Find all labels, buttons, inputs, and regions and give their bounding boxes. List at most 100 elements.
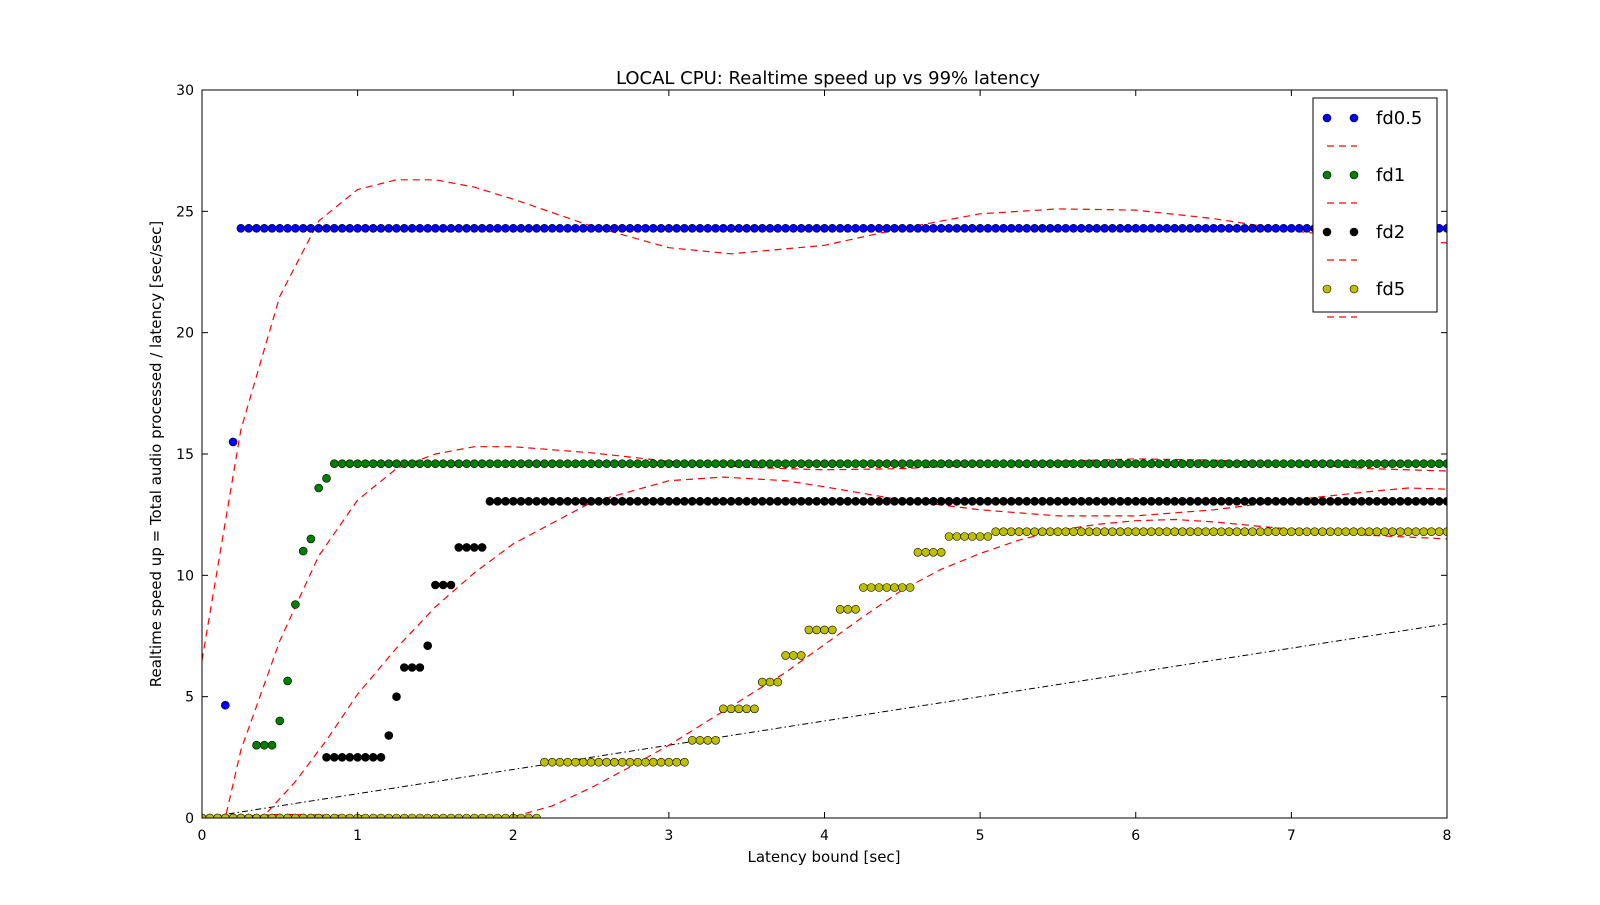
data-point-fd1 (602, 459, 611, 469)
data-point-fd0.5 (1240, 224, 1249, 233)
x-axis-label: Latency bound [sec] (747, 848, 900, 866)
data-point-fd2 (1147, 496, 1156, 506)
data-point-fd5 (1185, 527, 1195, 537)
data-point-fd5 (1209, 527, 1218, 537)
data-point-fd1 (765, 459, 775, 469)
data-point-fd2 (1279, 496, 1288, 506)
data-point-fd5 (1123, 527, 1133, 537)
data-point-fd0.5 (1294, 224, 1304, 233)
data-point-fd5 (454, 813, 464, 818)
data-point-fd2 (1162, 496, 1172, 506)
data-point-fd1 (1069, 459, 1078, 469)
data-point-fd1 (1434, 459, 1444, 469)
data-point-fd1 (306, 534, 316, 544)
data-point-fd5 (913, 547, 923, 557)
data-point-fd1 (345, 459, 355, 469)
data-point-fd0.5 (252, 224, 261, 233)
data-point-fd0.5 (267, 224, 277, 233)
data-point-fd2 (508, 496, 518, 506)
data-point-fd5 (205, 813, 215, 818)
data-point-fd2 (812, 496, 822, 506)
data-point-fd2 (1193, 496, 1203, 506)
data-point-fd0.5 (563, 224, 573, 233)
data-point-fd5 (1006, 527, 1016, 537)
data-point-fd5 (462, 813, 471, 818)
data-point-fd1 (431, 459, 440, 469)
y-tick-label: 0 (185, 811, 194, 827)
data-point-fd1 (1092, 459, 1102, 469)
data-point-fd0.5 (648, 224, 658, 233)
data-point-fd1 (999, 459, 1008, 469)
data-point-fd1 (695, 459, 705, 469)
data-point-fd1 (1349, 459, 1358, 469)
data-point-fd2 (1287, 496, 1296, 506)
data-point-fd1 (1038, 459, 1047, 469)
data-point-fd1 (1209, 459, 1218, 469)
data-point-fd1 (929, 459, 938, 469)
data-point-fd1 (322, 473, 331, 483)
legend-marker (1349, 284, 1359, 294)
data-point-fd5 (470, 813, 479, 818)
data-point-fd5 (1217, 527, 1226, 537)
data-point-fd1 (1357, 459, 1366, 469)
plot-frame (201, 89, 1448, 819)
legend-label: fd2 (1376, 222, 1405, 243)
data-point-fd5 (221, 813, 230, 818)
data-point-fd5 (400, 813, 409, 818)
data-point-fd5 (672, 757, 682, 767)
data-point-fd1 (750, 459, 759, 469)
data-point-fd5 (765, 677, 775, 687)
data-point-fd2 (718, 496, 728, 506)
data-point-fd1 (516, 459, 526, 469)
data-point-fd2 (827, 496, 837, 506)
data-point-fd1 (960, 459, 969, 469)
data-point-fd2 (1139, 496, 1148, 506)
data-point-fd5 (882, 583, 892, 592)
data-point-fd2 (1427, 496, 1436, 506)
data-point-fd2 (1209, 496, 1218, 506)
y-tick-label: 15 (176, 447, 194, 463)
data-point-fd5 (625, 757, 635, 767)
data-point-fd5 (975, 532, 985, 541)
data-point-fd2 (337, 752, 347, 762)
data-point-fd2 (734, 496, 744, 506)
data-point-fd5 (1271, 527, 1281, 537)
data-point-fd0.5 (687, 224, 697, 233)
data-point-fd1 (913, 459, 923, 469)
data-point-fd0.5 (991, 224, 1001, 233)
data-point-fd1 (757, 459, 767, 469)
chart-title: LOCAL CPU: Realtime speed up vs 99% late… (616, 68, 1040, 89)
data-point-fd1 (897, 459, 907, 469)
data-point-fd5 (750, 704, 759, 714)
data-point-fd1 (415, 459, 425, 469)
data-point-fd0.5 (1069, 224, 1078, 233)
data-point-fd1 (1131, 459, 1141, 469)
data-point-fd2 (1084, 496, 1094, 506)
data-point-fd2 (399, 663, 409, 672)
data-point-fd5 (1396, 527, 1405, 537)
data-point-fd5 (1053, 527, 1063, 537)
data-point-fd5 (1045, 527, 1055, 537)
data-point-fd0.5 (859, 224, 868, 233)
data-point-fd5 (1069, 527, 1078, 537)
data-point-fd0.5 (1193, 224, 1203, 233)
data-point-fd5 (851, 604, 860, 614)
data-point-fd5 (368, 813, 378, 818)
data-point-fd2 (789, 496, 798, 506)
data-point-fd0.5 (851, 224, 860, 233)
data-point-fd0.5 (1209, 224, 1218, 233)
plot-area (202, 179, 1447, 818)
legend-marker (1322, 113, 1332, 123)
data-point-fd1 (726, 459, 736, 469)
data-point-fd2 (376, 752, 386, 762)
data-point-fd1 (1123, 459, 1133, 469)
data-point-fd2 (1154, 496, 1164, 506)
data-point-fd1 (773, 459, 783, 469)
data-point-fd5 (680, 757, 689, 767)
data-point-fd1 (1030, 459, 1039, 469)
data-point-fd5 (1302, 527, 1312, 537)
data-point-fd2 (1108, 496, 1117, 506)
data-point-fd2 (524, 496, 534, 506)
data-point-fd5 (757, 677, 767, 687)
data-point-fd1 (1364, 459, 1374, 469)
